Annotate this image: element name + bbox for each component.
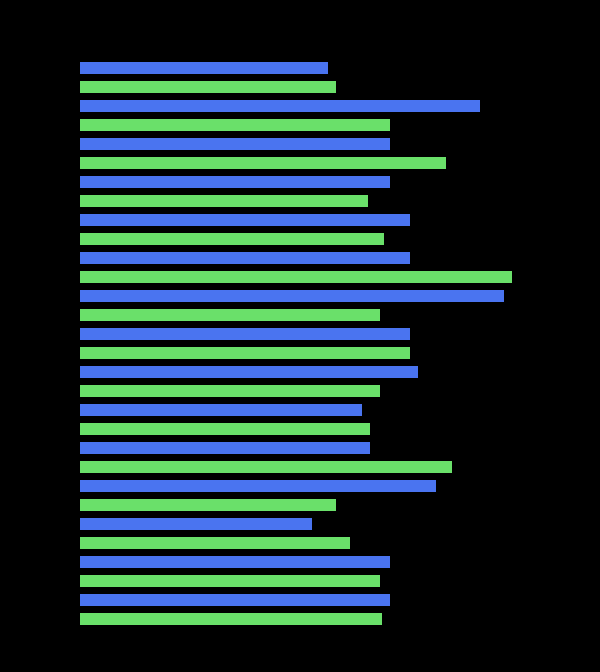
horizontal-bar-chart (0, 0, 600, 672)
bar-1 (80, 81, 336, 93)
bar-6 (80, 176, 390, 188)
bar-18 (80, 404, 362, 416)
bar-24 (80, 518, 312, 530)
bar-19 (80, 423, 370, 435)
bar-21 (80, 461, 452, 473)
bar-25 (80, 537, 350, 549)
bar-12 (80, 290, 504, 302)
bar-20 (80, 442, 370, 454)
bar-7 (80, 195, 368, 207)
bar-3 (80, 119, 390, 131)
bar-14 (80, 328, 410, 340)
bar-8 (80, 214, 410, 226)
bar-0 (80, 62, 328, 74)
bar-26 (80, 556, 390, 568)
bar-28 (80, 594, 390, 606)
bar-17 (80, 385, 380, 397)
bar-4 (80, 138, 390, 150)
bar-11 (80, 271, 512, 283)
bar-22 (80, 480, 436, 492)
bar-23 (80, 499, 336, 511)
bar-15 (80, 347, 410, 359)
bar-27 (80, 575, 380, 587)
bar-13 (80, 309, 380, 321)
bar-9 (80, 233, 384, 245)
bar-16 (80, 366, 418, 378)
bar-10 (80, 252, 410, 264)
bar-2 (80, 100, 480, 112)
bar-5 (80, 157, 446, 169)
bar-29 (80, 613, 382, 625)
